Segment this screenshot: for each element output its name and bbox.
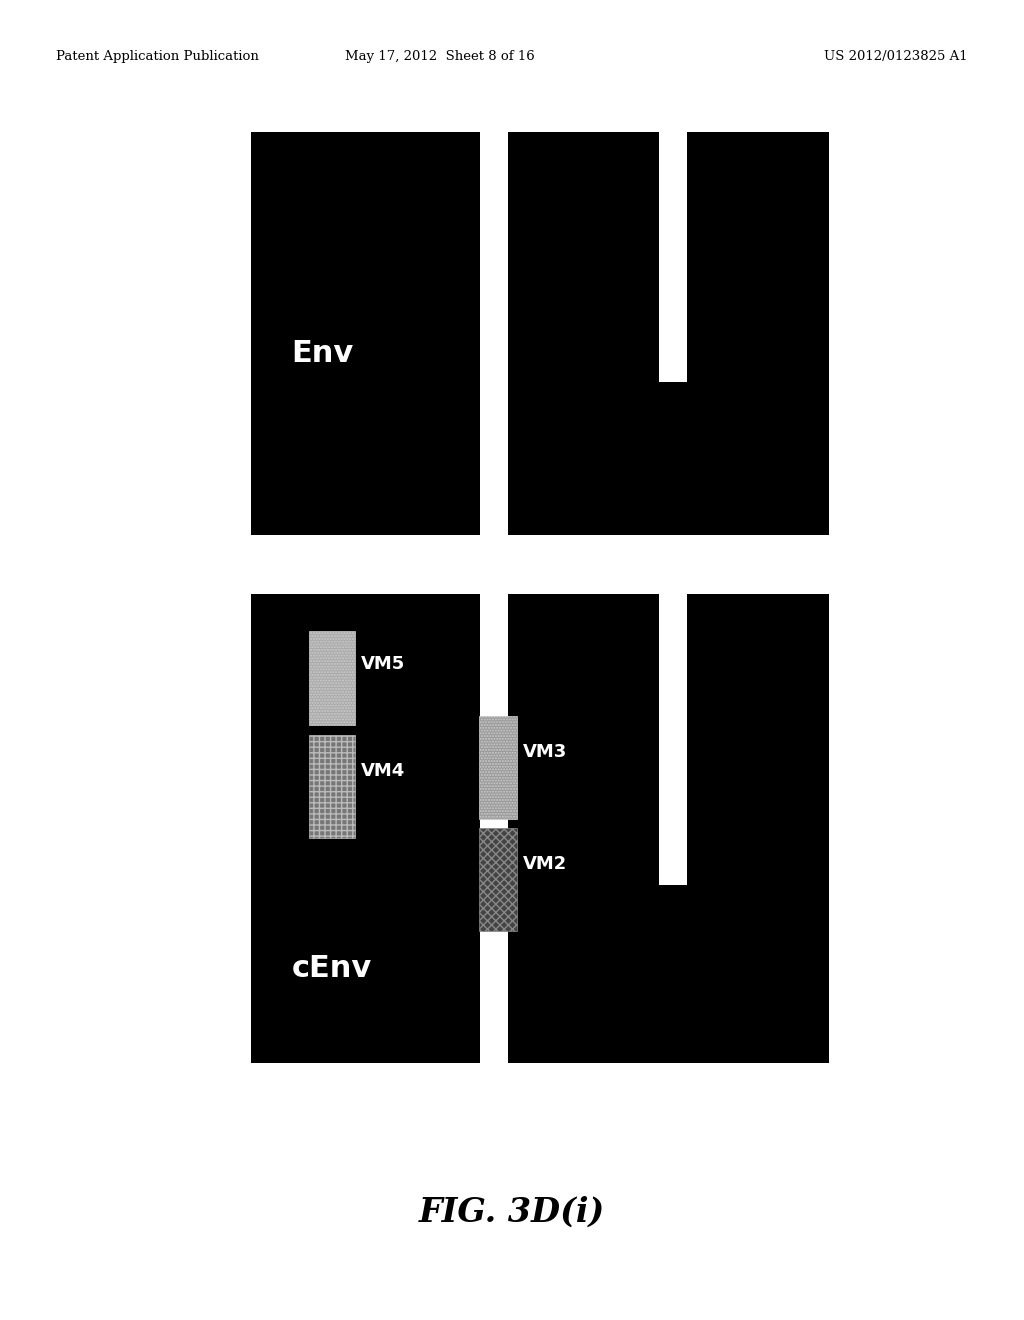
Bar	[251, 594, 829, 1063]
Bar	[251, 132, 829, 535]
Text: H1: H1	[479, 545, 509, 564]
Bar	[479, 829, 517, 932]
Text: VM5: VM5	[361, 655, 406, 673]
Text: H2: H2	[658, 545, 688, 564]
Text: US 2012/0123825 A1: US 2012/0123825 A1	[824, 50, 968, 63]
Text: VM4: VM4	[361, 762, 406, 780]
Bar	[480, 132, 508, 535]
Bar	[479, 715, 517, 818]
Text: VM3: VM3	[523, 743, 567, 760]
Bar	[480, 594, 508, 1063]
Text: Env: Env	[292, 339, 353, 368]
Text: FIG. 3D(i): FIG. 3D(i)	[419, 1196, 605, 1228]
Text: H2: H2	[658, 1073, 688, 1092]
Text: H1: H1	[479, 1073, 509, 1092]
Bar	[309, 631, 355, 725]
Bar	[309, 734, 355, 838]
Bar	[659, 594, 687, 884]
Text: Patent Application Publication: Patent Application Publication	[56, 50, 259, 63]
Text: VM2: VM2	[523, 855, 567, 874]
Text: May 17, 2012  Sheet 8 of 16: May 17, 2012 Sheet 8 of 16	[345, 50, 536, 63]
Text: cEnv: cEnv	[292, 954, 372, 983]
Bar	[659, 132, 687, 381]
